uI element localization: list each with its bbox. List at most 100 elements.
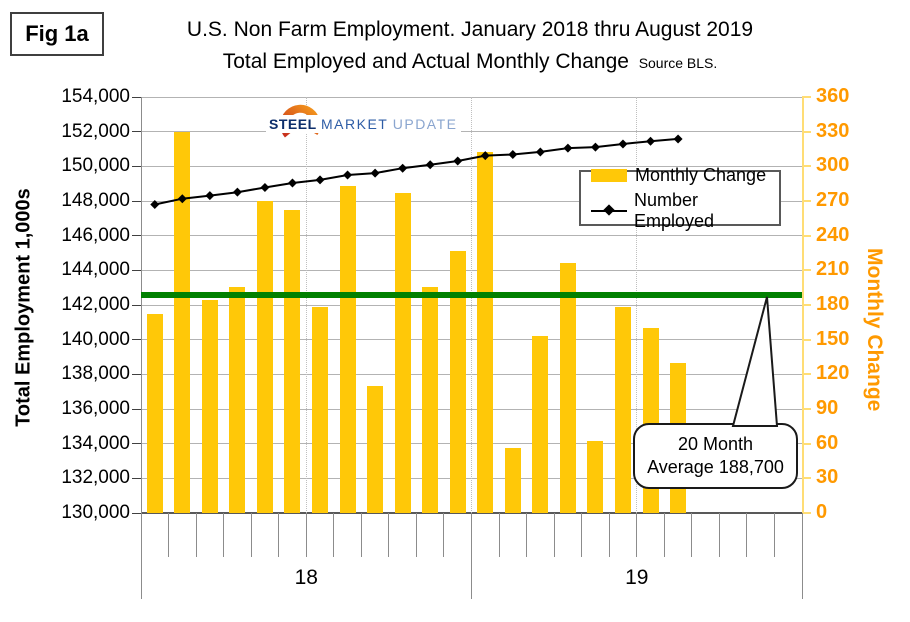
bar-Dec-18: [449, 250, 466, 513]
logo-text: STEEL MARKET UPDATE: [266, 115, 461, 133]
left-axis-tick-label: 130,000: [61, 502, 130, 523]
month-tick: [526, 513, 528, 557]
left-axis-tick-label: 140,000: [61, 328, 130, 350]
right-axis-tick: [802, 512, 811, 514]
left-axis-tick: [132, 339, 141, 341]
v-dotted-gridline: [636, 97, 638, 513]
callout-line2: Average 188,700: [647, 457, 784, 477]
bar-Apr-19: [559, 263, 576, 513]
left-axis-tick-label: 132,000: [61, 467, 130, 489]
month-tick: [195, 513, 197, 557]
bar-Feb-18: [174, 131, 191, 513]
left-axis-tick: [132, 200, 141, 202]
left-axis-tick: [132, 373, 141, 375]
right-axis-tick-label: 270: [816, 189, 850, 211]
month-tick: [746, 513, 748, 557]
left-axis-tick-label: 154,000: [61, 86, 130, 107]
bar-Aug-18: [339, 185, 356, 513]
left-axis-tick: [132, 269, 141, 271]
left-axis-tick-label: 138,000: [61, 363, 130, 385]
right-axis-tick: [802, 373, 811, 376]
right-axis-tick-label: 90: [816, 397, 839, 419]
right-axis-tick-label: 360: [816, 85, 850, 107]
left-axis-tick: [132, 408, 141, 410]
left-axis-tick: [132, 304, 141, 306]
right-axis-tick: [802, 269, 811, 272]
bar-May-18: [256, 201, 273, 513]
bar-Nov-18: [422, 286, 439, 513]
month-tick: [278, 513, 280, 557]
chart-subtitle: Total Employed and Actual Monthly Change: [222, 50, 629, 73]
bar-Oct-18: [394, 192, 411, 513]
legend-item-number-employed: Number Employed: [591, 190, 779, 232]
bar-Jan-19: [477, 152, 494, 513]
year-separator-line: [140, 513, 142, 599]
month-tick: [250, 513, 252, 557]
legend-item-monthly-change: Monthly Change: [591, 165, 779, 186]
month-tick: [663, 513, 665, 557]
steel-market-update-logo: STEEL MARKET UPDATE: [262, 100, 461, 146]
average-callout: 20 Month Average 188,700: [633, 423, 798, 489]
left-axis-tick: [132, 477, 141, 479]
right-axis-tick-label: 180: [816, 293, 850, 315]
bar-Feb-19: [504, 448, 521, 513]
bar-Jun-18: [284, 210, 301, 513]
month-tick: [691, 513, 693, 557]
right-axis-tick-label: 120: [816, 362, 850, 385]
figure-label-box: Fig 1a: [10, 12, 104, 56]
bar-swatch-icon: [591, 168, 627, 182]
chart-title-line1: U.S. Non Farm Employment. January 2018 t…: [186, 18, 754, 41]
x-axis-year-label: 19: [625, 566, 649, 589]
left-axis-tick-label: 144,000: [61, 259, 130, 281]
figure-label: Fig 1a: [25, 21, 89, 46]
bar-Mar-19: [532, 336, 549, 513]
month-tick: [168, 513, 170, 557]
right-axis-tick: [802, 442, 811, 445]
line-swatch-icon: [591, 204, 627, 217]
left-axis-tick-label: 146,000: [61, 224, 130, 246]
bar-Jun-19: [614, 307, 631, 513]
right-axis-tick: [802, 338, 811, 341]
bar-May-19: [587, 441, 604, 513]
bar-Jan-18: [146, 314, 163, 513]
legend: Monthly Change Number Employed: [579, 165, 781, 231]
bar-Sep-18: [367, 385, 384, 513]
left-axis-tick-label: 142,000: [61, 294, 130, 315]
month-tick: [388, 513, 390, 557]
month-tick: [443, 513, 445, 557]
right-axis-tick-label: 210: [816, 258, 850, 281]
x-axis-year-label: 18: [294, 566, 318, 589]
year-separator-line: [471, 513, 472, 599]
right-axis-tick: [802, 304, 811, 306]
month-tick: [305, 513, 307, 557]
right-axis-tick: [802, 200, 811, 202]
left-axis-tick: [132, 235, 141, 237]
month-tick: [553, 513, 555, 557]
left-axis-tick: [132, 512, 141, 514]
callout-line1: 20 Month: [677, 434, 754, 454]
left-axis-tick-label: 136,000: [61, 398, 130, 419]
left-axis-tick: [132, 443, 141, 445]
left-axis-tick: [132, 96, 141, 98]
month-tick: [415, 513, 417, 557]
right-axis-line: [802, 97, 804, 513]
bar-Mar-18: [201, 300, 218, 513]
month-tick: [608, 513, 610, 557]
left-axis-tick-label: 150,000: [61, 155, 130, 177]
right-axis-tick: [802, 96, 811, 98]
legend-label: Number Employed: [634, 189, 715, 231]
left-axis-tick-label: 134,000: [61, 432, 130, 454]
month-tick: [360, 513, 362, 557]
month-tick: [223, 513, 225, 557]
right-axis-tick-label: 300: [816, 154, 850, 177]
left-axis-tick: [132, 131, 141, 133]
plot-left-border: [141, 97, 142, 513]
right-axis-tick-label: 330: [816, 119, 850, 142]
month-tick: [498, 513, 500, 557]
source-note: Source BLS.: [638, 55, 718, 71]
right-axis-tick-label: 30: [816, 466, 839, 489]
right-axis-tick-label: 60: [816, 431, 839, 454]
right-axis-tick: [802, 477, 811, 480]
v-dotted-gridline: [471, 97, 472, 513]
